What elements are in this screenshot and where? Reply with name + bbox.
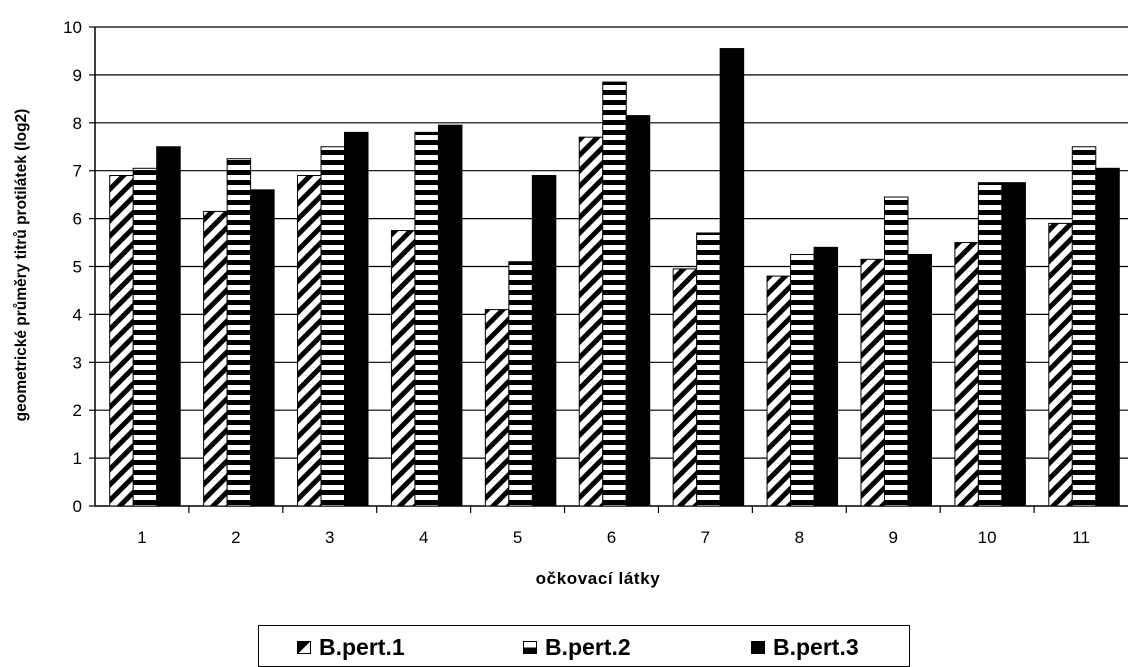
legend-label-series-2: B.pert.2 xyxy=(545,634,631,660)
x-axis: 1 2 3 4 5 6 7 8 9 10 11 xyxy=(95,505,1128,547)
bar-series-3-cat-5 xyxy=(531,174,557,507)
x-axis-label: očkovací látky xyxy=(536,569,661,588)
legend-label-series-1: B.pert.1 xyxy=(319,634,405,660)
bars xyxy=(109,48,1120,507)
bar-series-3-cat-4 xyxy=(437,124,463,507)
bar-series-1-cat-9 xyxy=(860,258,885,507)
bar-series-2-cat-5 xyxy=(508,261,533,507)
x-tick-label-9: 9 xyxy=(888,528,897,547)
bar-series-2-cat-7 xyxy=(696,232,721,507)
bar-series-1-cat-3 xyxy=(297,174,322,507)
legend-swatch-series-2 xyxy=(523,641,537,654)
bar-series-3-cat-11 xyxy=(1095,167,1120,507)
y-axis-label: geometrické průměry titrů protilátek (lo… xyxy=(13,109,30,422)
x-tick-label-11: 11 xyxy=(1072,528,1090,547)
x-tick-label-5: 5 xyxy=(513,528,522,547)
y-tick-label-3: 3 xyxy=(73,353,82,372)
bar-series-2-cat-9 xyxy=(883,196,909,507)
y-tick-label-9: 9 xyxy=(73,66,82,85)
bar-series-1-cat-4 xyxy=(390,230,416,507)
bar-series-3-cat-10 xyxy=(1001,182,1026,507)
legend-swatch-series-3 xyxy=(751,641,765,654)
legend-label-series-3: B.pert.3 xyxy=(773,634,859,660)
bar-series-1-cat-7 xyxy=(672,268,698,507)
y-tick-label-5: 5 xyxy=(73,258,82,277)
bar-series-3-cat-2 xyxy=(250,189,275,507)
y-tick-label-4: 4 xyxy=(73,305,82,324)
bar-series-3-cat-1 xyxy=(156,146,181,507)
y-tick-label-10: 10 xyxy=(63,18,82,37)
bar-series-1-cat-1 xyxy=(109,174,134,507)
legend-item-series-1: B.pert.1 xyxy=(297,634,405,661)
x-tick-label-7: 7 xyxy=(701,528,710,547)
bar-series-1-cat-10 xyxy=(954,242,979,507)
x-tick-label-2: 2 xyxy=(231,528,240,547)
y-tick-label-0: 0 xyxy=(73,497,82,516)
bar-series-3-cat-8 xyxy=(813,246,839,507)
x-tick-label-6: 6 xyxy=(607,528,616,547)
bar-series-2-cat-1 xyxy=(132,167,158,507)
bar-series-2-cat-6 xyxy=(602,81,627,507)
y-axis: 0 1 2 3 4 5 6 7 8 9 10 xyxy=(63,18,96,516)
y-tick-label-7: 7 xyxy=(73,162,82,181)
bar-series-1-cat-5 xyxy=(484,309,510,507)
bar-series-2-cat-11 xyxy=(1071,146,1097,507)
bar-series-1-cat-11 xyxy=(1048,222,1073,507)
bar-series-1-cat-2 xyxy=(203,210,228,507)
y-tick-label-6: 6 xyxy=(73,210,82,229)
x-tick-label-4: 4 xyxy=(419,528,428,547)
bar-series-1-cat-6 xyxy=(578,136,604,507)
legend-item-series-2: B.pert.2 xyxy=(523,634,631,661)
legend-item-series-3: B.pert.3 xyxy=(751,634,859,661)
bar-series-2-cat-2 xyxy=(226,158,252,507)
y-tick-label-2: 2 xyxy=(73,401,82,420)
x-tick-label-10: 10 xyxy=(978,528,997,547)
bar-series-3-cat-9 xyxy=(907,254,932,507)
x-tick-label-1: 1 xyxy=(137,528,146,547)
bar-series-1-cat-8 xyxy=(766,275,792,507)
legend-swatch-series-1 xyxy=(297,641,311,654)
bar-series-2-cat-10 xyxy=(977,182,1003,507)
y-tick-label-8: 8 xyxy=(73,114,82,133)
bar-series-3-cat-6 xyxy=(625,115,651,507)
legend: B.pert.1 B.pert.2 B.pert.3 xyxy=(258,625,910,667)
y-tick-label-1: 1 xyxy=(73,449,82,468)
bar-series-3-cat-3 xyxy=(344,131,369,507)
x-tick-label-8: 8 xyxy=(795,528,804,547)
bar-series-2-cat-8 xyxy=(790,254,815,507)
bar-series-3-cat-7 xyxy=(719,48,745,507)
x-tick-label-3: 3 xyxy=(325,528,334,547)
bar-series-2-cat-4 xyxy=(414,131,439,507)
bar-series-2-cat-3 xyxy=(320,146,346,507)
